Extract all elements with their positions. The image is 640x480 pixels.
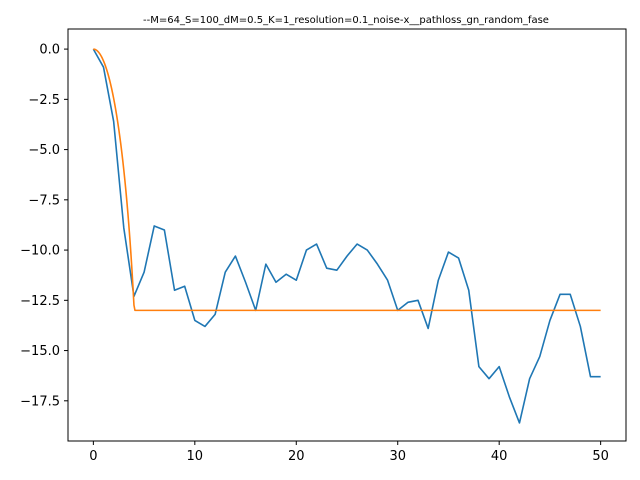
series-layer [92, 48, 601, 424]
y-tick-label: −15.0 [20, 344, 60, 359]
y-axis: 0.0 −2.5 −5.0 −7.5 −10.0 −12.5 −15.0 −17.5 [20, 43, 68, 409]
y-tick-label: −10.0 [20, 244, 60, 259]
x-axis: 0 10 20 30 40 50 [89, 441, 609, 464]
axes-frame [67, 28, 627, 442]
x-tick-label: 40 [491, 449, 508, 464]
y-tick-label: −12.5 [20, 294, 60, 309]
x-tick-label: 50 [592, 449, 609, 464]
plot-area [92, 48, 601, 424]
y-tick-label: −5.0 [28, 143, 60, 158]
x-tick-label: 10 [187, 449, 204, 464]
y-tick-label: −17.5 [20, 394, 60, 409]
series-line-2 [93, 48, 601, 312]
y-tick-label: 0.0 [39, 43, 60, 58]
x-tick-label: 0 [89, 449, 97, 464]
y-tick-label: −2.5 [28, 93, 60, 108]
y-tick-label: −7.5 [28, 193, 60, 208]
x-tick-label: 30 [389, 449, 406, 464]
chart-title: --M=64_S=100_dM=0.5_K=1_resolution=0.1_n… [143, 15, 549, 26]
series-line-1 [92, 48, 601, 424]
x-tick-label: 20 [288, 449, 305, 464]
